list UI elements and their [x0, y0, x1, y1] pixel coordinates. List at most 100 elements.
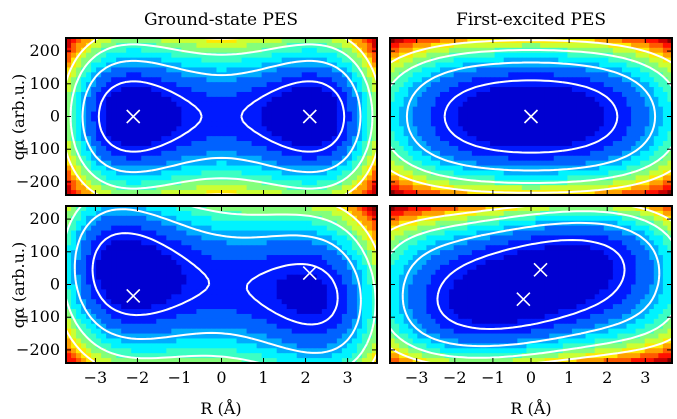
heatmap-cell: [201, 250, 208, 256]
heatmap-cell: [236, 116, 243, 123]
heatmap-cell: [286, 250, 293, 256]
heatmap-cell: [131, 106, 137, 113]
heatmap-cell: [458, 38, 464, 44]
heatmap-cell: [321, 38, 328, 44]
heatmap-cell: [81, 235, 87, 241]
heatmap-cell: [531, 175, 537, 181]
heatmap-cell: [181, 121, 187, 127]
heatmap-cell: [156, 210, 162, 217]
heatmap-cell: [585, 150, 591, 157]
heatmap-cell: [226, 206, 233, 212]
heatmap-cell: [261, 245, 268, 251]
heatmap-cell: [161, 225, 167, 232]
heatmap-cell: [361, 180, 368, 186]
heatmap-cell: [403, 77, 409, 83]
heatmap-cell: [201, 87, 208, 93]
heatmap-cell: [276, 82, 283, 88]
heatmap-cell: [256, 57, 263, 64]
heatmap-cell: [281, 206, 288, 212]
heatmap-cell: [653, 136, 659, 142]
heatmap-cell: [336, 269, 343, 276]
heatmap-cell: [226, 180, 233, 186]
heatmap-cell: [581, 57, 587, 64]
heatmap-cell: [96, 42, 102, 49]
heatmap-cell: [111, 82, 117, 88]
heatmap-cell: [421, 52, 427, 59]
heatmap-cell: [191, 145, 198, 152]
heatmap-cell: [440, 96, 446, 103]
heatmap-cell: [336, 230, 343, 237]
heatmap-cell: [571, 106, 578, 113]
heatmap-cell: [553, 42, 559, 49]
heatmap-cell: [121, 47, 127, 54]
heatmap-cell: [191, 67, 198, 73]
heatmap-cell: [417, 87, 423, 93]
heatmap-cell: [211, 57, 218, 64]
heatmap-cell: [141, 210, 147, 217]
heatmap-cell: [256, 121, 263, 127]
heatmap-cell: [116, 160, 122, 167]
heatmap-cell: [186, 245, 193, 251]
heatmap-cell: [76, 141, 82, 147]
heatmap-cell: [181, 210, 187, 217]
heatmap-cell: [231, 190, 238, 195]
heatmap-cell: [201, 215, 208, 222]
heatmap-cell: [458, 106, 464, 113]
heatmap-cell: [471, 72, 478, 78]
heatmap-cell: [136, 269, 142, 276]
heatmap-cell: [236, 82, 243, 88]
heatmap-cell: [216, 206, 223, 212]
heatmap-cell: [256, 136, 263, 142]
heatmap-cell: [408, 82, 414, 88]
heatmap-cell: [341, 87, 348, 93]
heatmap-cell: [544, 87, 550, 93]
heatmap-cell: [171, 82, 177, 88]
heatmap-cell: [206, 131, 213, 137]
heatmap-cell: [86, 136, 92, 142]
heatmap-cell: [626, 190, 632, 195]
heatmap-cell: [517, 116, 523, 123]
heatmap-cell: [467, 165, 473, 172]
heatmap-cell: [471, 136, 478, 142]
heatmap-cell: [66, 101, 72, 108]
heatmap-cell: [261, 111, 268, 118]
heatmap-cell: [490, 121, 496, 127]
heatmap-cell: [658, 47, 664, 54]
heatmap-cell: [91, 235, 97, 241]
heatmap-cell: [631, 165, 637, 172]
heatmap-cell: [121, 279, 127, 286]
heatmap-cell: [590, 91, 596, 98]
heatmap-cell: [106, 220, 112, 227]
heatmap-cell: [512, 42, 518, 49]
heatmap-cell: [266, 126, 273, 132]
heatmap-cell: [531, 141, 537, 147]
contour-line: [97, 80, 346, 153]
heatmap-cell: [86, 255, 92, 261]
heatmap-cell: [521, 165, 528, 172]
heatmap-cell: [341, 180, 348, 186]
heatmap-cell: [101, 91, 107, 98]
heatmap-cell: [417, 111, 423, 118]
heatmap-cell: [86, 259, 92, 266]
heatmap-cell: [403, 180, 409, 186]
heatmap-cell: [156, 264, 162, 271]
heatmap-cell: [631, 175, 637, 181]
heatmap-cell: [191, 255, 198, 261]
heatmap-cell: [151, 269, 157, 276]
heatmap-cell: [435, 116, 441, 123]
heatmap-cell: [231, 240, 238, 246]
heatmap-cell: [361, 235, 368, 241]
heatmap-cell: [96, 190, 102, 195]
heatmap-cell: [216, 180, 223, 186]
heatmap-cell: [621, 111, 628, 118]
heatmap-cell: [553, 136, 559, 142]
heatmap-cell: [316, 160, 323, 167]
heatmap-cell: [336, 220, 343, 227]
heatmap-cell: [146, 190, 152, 195]
heatmap-cell: [66, 220, 72, 227]
heatmap-cell: [141, 160, 147, 167]
heatmap-cell: [508, 165, 514, 172]
heatmap-cell: [603, 136, 609, 142]
heatmap-cell: [131, 126, 137, 132]
heatmap-cell: [266, 52, 273, 59]
